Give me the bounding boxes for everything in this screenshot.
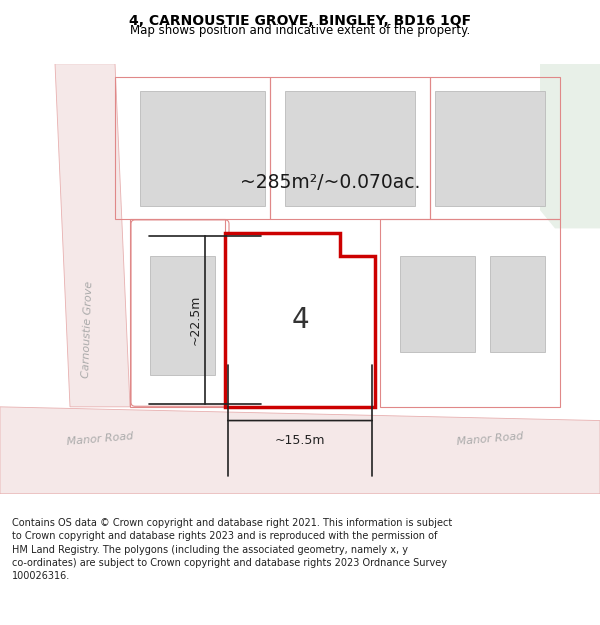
Polygon shape <box>140 91 265 206</box>
Polygon shape <box>435 91 545 206</box>
Text: Manor Road: Manor Road <box>66 431 134 447</box>
Polygon shape <box>285 91 415 206</box>
Polygon shape <box>240 269 360 384</box>
Text: Map shows position and indicative extent of the property.: Map shows position and indicative extent… <box>130 24 470 37</box>
Polygon shape <box>0 407 600 494</box>
Text: 4: 4 <box>291 306 309 334</box>
Text: ~285m²/~0.070ac.: ~285m²/~0.070ac. <box>240 173 420 192</box>
Text: Manor Road: Manor Road <box>456 431 524 447</box>
Text: ~15.5m: ~15.5m <box>275 434 325 447</box>
Polygon shape <box>150 256 215 375</box>
Polygon shape <box>540 64 600 228</box>
Text: ~22.5m: ~22.5m <box>188 295 202 345</box>
Polygon shape <box>400 256 475 352</box>
Polygon shape <box>55 64 130 407</box>
Polygon shape <box>225 233 375 407</box>
Text: Contains OS data © Crown copyright and database right 2021. This information is : Contains OS data © Crown copyright and d… <box>12 518 452 581</box>
Text: 4, CARNOUSTIE GROVE, BINGLEY, BD16 1QF: 4, CARNOUSTIE GROVE, BINGLEY, BD16 1QF <box>129 14 471 28</box>
Polygon shape <box>490 256 545 352</box>
Text: Carnoustie Grove: Carnoustie Grove <box>82 281 95 378</box>
